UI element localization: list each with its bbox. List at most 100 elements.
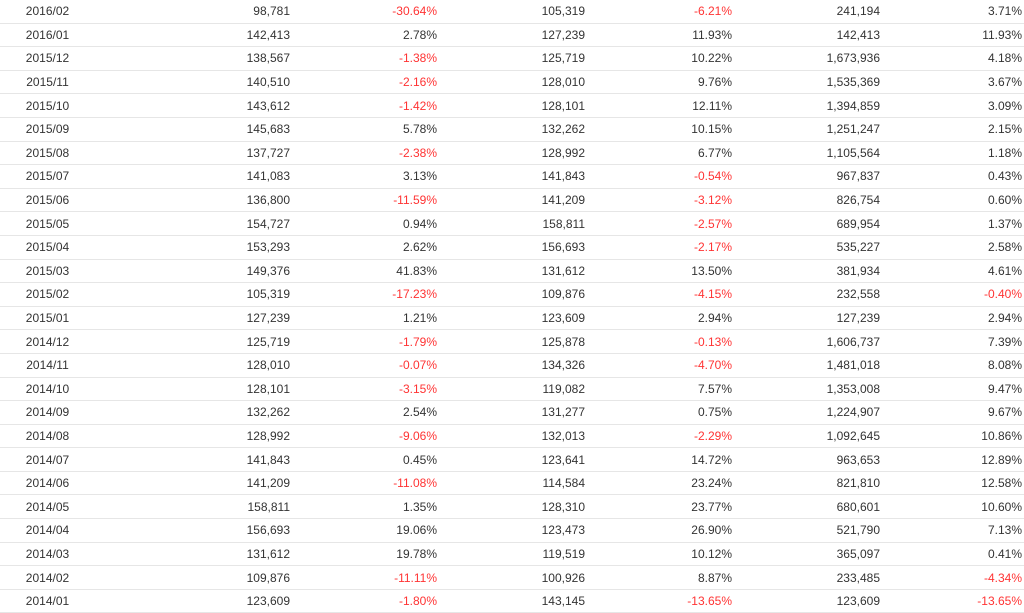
cumulative-change-cell: -0.40%	[880, 282, 1024, 307]
change-1-cell: -1.38%	[290, 46, 437, 71]
table-row: 2014/04 156,693 19.06% 123,473 26.90% 521,790…	[0, 518, 1024, 543]
table-row: 2014/12 125,719 -1.79% 125,878 -0.13% 1,606,7…	[0, 329, 1024, 354]
month-cell: 2014/02	[0, 565, 95, 590]
month-cell: 2015/06	[0, 188, 95, 213]
change-1-cell: 1.21%	[290, 306, 437, 331]
month-cell: 2016/02	[0, 0, 95, 24]
value-2-cell: 125,719	[437, 46, 585, 71]
change-2-cell: 0.75%	[585, 400, 732, 425]
change-1-cell: -9.06%	[290, 424, 437, 449]
cumulative-change-cell: 11.93%	[880, 23, 1024, 48]
value-1-cell: 125,719	[95, 329, 290, 354]
change-2-cell: -4.70%	[585, 353, 732, 378]
table-row: 2016/02 98,781 -30.64% 105,319 -6.21% 241,194…	[0, 0, 1024, 24]
value-1-cell: 128,101	[95, 377, 290, 402]
change-2-cell: 10.15%	[585, 117, 732, 142]
table-row: 2015/12 138,567 -1.38% 125,719 10.22% 1,673,9…	[0, 46, 1024, 71]
table-row: 2015/07 141,083 3.13% 141,843 -0.54% 967,837 0…	[0, 164, 1024, 189]
value-2-cell: 141,209	[437, 188, 585, 213]
value-2-cell: 105,319	[437, 0, 585, 24]
value-1-cell: 143,612	[95, 93, 290, 118]
change-1-cell: -3.15%	[290, 377, 437, 402]
cumulative-cell: 1,251,247	[732, 117, 880, 142]
month-cell: 2015/07	[0, 164, 95, 189]
cumulative-cell: 241,194	[732, 0, 880, 24]
month-cell: 2014/04	[0, 518, 95, 543]
month-cell: 2016/01	[0, 23, 95, 48]
change-2-cell: 23.77%	[585, 494, 732, 520]
cumulative-change-cell: 7.39%	[880, 329, 1024, 354]
value-1-cell: 145,683	[95, 117, 290, 142]
cumulative-cell: 1,224,907	[732, 400, 880, 425]
value-1-cell: 141,843	[95, 447, 290, 472]
value-2-cell: 119,519	[437, 542, 585, 567]
change-2-cell: -4.15%	[585, 282, 732, 307]
table-row: 2015/04 153,293 2.62% 156,693 -2.17% 535,227 2…	[0, 235, 1024, 260]
month-cell: 2014/12	[0, 329, 95, 354]
value-2-cell: 128,310	[437, 494, 585, 520]
table-row: 2014/07 141,843 0.45% 123,641 14.72% 963,653 1…	[0, 447, 1024, 472]
month-cell: 2015/03	[0, 259, 95, 284]
cumulative-cell: 826,754	[732, 188, 880, 213]
cumulative-cell: 689,954	[732, 211, 880, 236]
cumulative-change-cell: 4.18%	[880, 46, 1024, 71]
month-cell: 2015/11	[0, 70, 95, 95]
value-2-cell: 156,693	[437, 235, 585, 260]
month-cell: 2015/02	[0, 282, 95, 307]
value-2-cell: 119,082	[437, 377, 585, 402]
cumulative-change-cell: 0.41%	[880, 542, 1024, 567]
change-1-cell: -17.23%	[290, 282, 437, 307]
table-row: 2014/06 141,209 -11.08% 114,584 23.24% 821,81…	[0, 471, 1024, 496]
value-1-cell: 137,727	[95, 141, 290, 166]
cumulative-cell: 967,837	[732, 164, 880, 189]
change-1-cell: -1.42%	[290, 93, 437, 118]
cumulative-cell: 142,413	[732, 23, 880, 48]
month-cell: 2014/10	[0, 377, 95, 402]
change-2-cell: 26.90%	[585, 518, 732, 543]
value-1-cell: 156,693	[95, 518, 290, 543]
table-row: 2015/06 136,800 -11.59% 141,209 -3.12% 826,75…	[0, 188, 1024, 213]
cumulative-change-cell: 12.89%	[880, 447, 1024, 472]
change-2-cell: 11.93%	[585, 23, 732, 48]
change-1-cell: 19.06%	[290, 518, 437, 543]
value-1-cell: 132,262	[95, 400, 290, 425]
table-row: 2015/01 127,239 1.21% 123,609 2.94% 127,239 2.…	[0, 306, 1024, 331]
table-row: 2015/05 154,727 0.94% 158,811 -2.57% 689,954 1…	[0, 211, 1024, 236]
table-row: 2014/10 128,101 -3.15% 119,082 7.57% 1,353,00…	[0, 377, 1024, 402]
value-2-cell: 114,584	[437, 471, 585, 496]
change-1-cell: -1.79%	[290, 329, 437, 354]
value-1-cell: 141,209	[95, 471, 290, 496]
cumulative-cell: 680,601	[732, 494, 880, 520]
cumulative-cell: 1,606,737	[732, 329, 880, 354]
change-1-cell: -2.16%	[290, 70, 437, 95]
change-2-cell: -2.29%	[585, 424, 732, 449]
value-1-cell: 131,612	[95, 542, 290, 567]
month-cell: 2015/04	[0, 235, 95, 260]
table-row: 2015/09 145,683 5.78% 132,262 10.15% 1,251,24…	[0, 117, 1024, 142]
value-1-cell: 128,010	[95, 353, 290, 378]
value-2-cell: 143,145	[437, 589, 585, 613]
cumulative-cell: 1,535,369	[732, 70, 880, 95]
month-cell: 2015/01	[0, 306, 95, 331]
value-1-cell: 109,876	[95, 565, 290, 590]
change-2-cell: 6.77%	[585, 141, 732, 166]
cumulative-change-cell: 10.86%	[880, 424, 1024, 449]
month-cell: 2014/09	[0, 400, 95, 425]
change-1-cell: 2.78%	[290, 23, 437, 48]
cumulative-change-cell: -13.65%	[880, 589, 1024, 613]
cumulative-cell: 127,239	[732, 306, 880, 331]
change-1-cell: -0.07%	[290, 353, 437, 378]
table-row: 2014/08 128,992 -9.06% 132,013 -2.29% 1,092,6…	[0, 424, 1024, 449]
table-row: 2014/03 131,612 19.78% 119,519 10.12% 365,097…	[0, 542, 1024, 567]
value-2-cell: 134,326	[437, 353, 585, 378]
change-1-cell: -2.38%	[290, 141, 437, 166]
value-2-cell: 141,843	[437, 164, 585, 189]
value-1-cell: 141,083	[95, 164, 290, 189]
value-1-cell: 98,781	[95, 0, 290, 24]
value-1-cell: 154,727	[95, 211, 290, 236]
change-1-cell: 2.62%	[290, 235, 437, 260]
change-2-cell: 2.94%	[585, 306, 732, 331]
cumulative-cell: 381,934	[732, 259, 880, 284]
value-1-cell: 138,567	[95, 46, 290, 71]
